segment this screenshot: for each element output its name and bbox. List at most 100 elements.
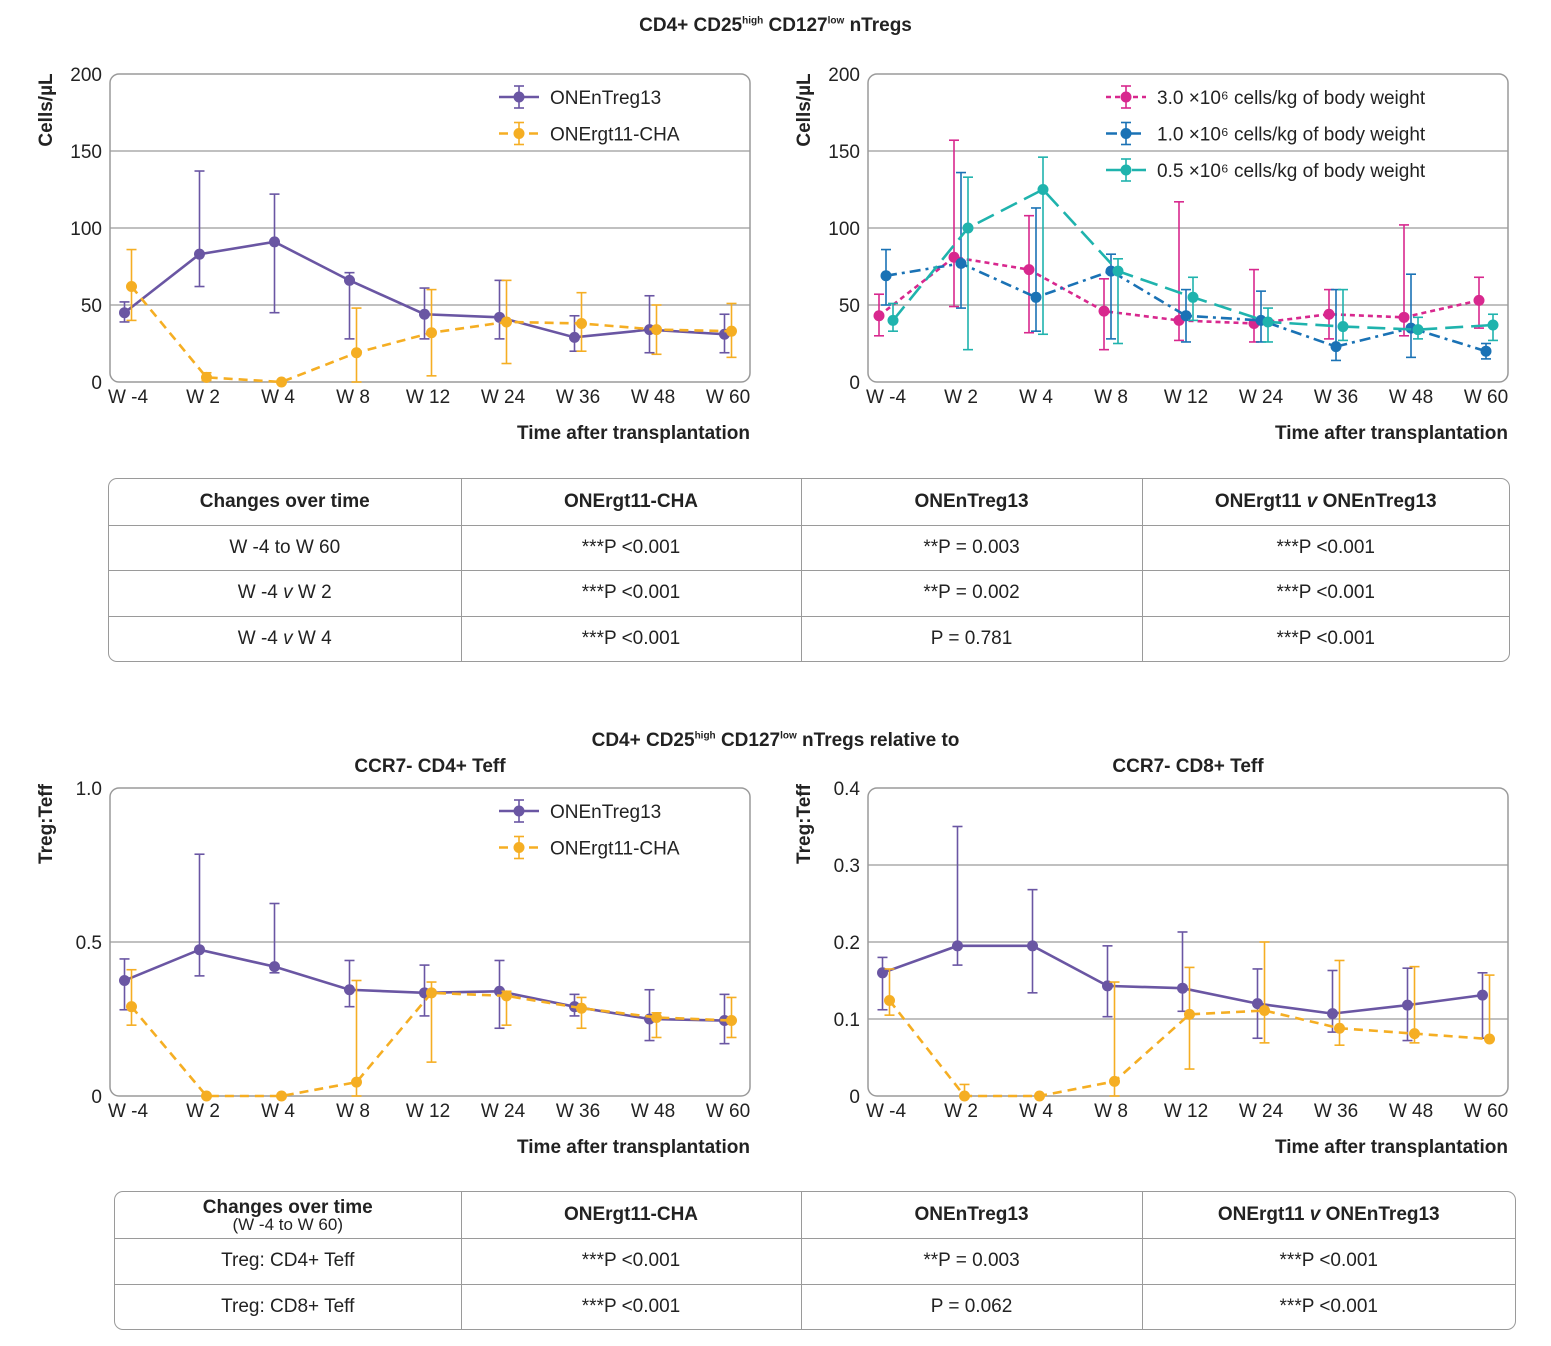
x-tick-label: W 4 xyxy=(261,1101,295,1122)
x-tick-label: W 4 xyxy=(261,387,295,408)
stats-table-2: Changes over time (W -4 to W 60) ONErgt11… xyxy=(114,1191,1516,1330)
x-tick-label: W 36 xyxy=(556,387,600,408)
y-tick-label: 0.1 xyxy=(834,1010,860,1031)
table2-header-onergt11: ONErgt11-CHA xyxy=(461,1192,802,1239)
data-point xyxy=(1102,980,1113,992)
legend-label: ONErgt11-CHA xyxy=(550,125,680,146)
x-tick-label: W 12 xyxy=(406,1101,450,1122)
table-cell: W -4 v W 4 xyxy=(109,616,462,661)
data-point xyxy=(126,1001,137,1013)
chart-4-title: CCR7- CD8+ Teff xyxy=(1112,756,1264,777)
table1-header-changes: Changes over time xyxy=(109,479,462,526)
chart-3-title: CCR7- CD4+ Teff xyxy=(354,756,506,777)
legend-label: 0.5 ×10⁶ cells/kg of body weight xyxy=(1157,161,1426,182)
legend-label: 3.0 ×10⁶ cells/kg of body weight xyxy=(1157,88,1426,109)
x-tick-label: W 24 xyxy=(481,1101,526,1122)
x-tick-label: W 8 xyxy=(336,387,370,408)
data-point xyxy=(1402,999,1413,1011)
data-point xyxy=(201,371,212,383)
data-point xyxy=(1184,1008,1195,1020)
table2-header-onentreg13: ONEnTreg13 xyxy=(801,1192,1143,1239)
data-point xyxy=(194,944,205,956)
legend-marker xyxy=(513,805,525,817)
legend-label: ONEnTreg13 xyxy=(550,802,661,823)
x-tick-label: W 60 xyxy=(706,387,750,408)
table-row: Treg: CD4+ Teff ***P <0.001 **P = 0.003 … xyxy=(115,1238,1515,1285)
data-point xyxy=(119,307,130,319)
x-tick-label: W 24 xyxy=(1239,387,1284,408)
series-line xyxy=(885,262,1487,353)
x-tick-label: W 4 xyxy=(1019,1101,1053,1122)
data-point xyxy=(576,317,587,329)
data-point xyxy=(877,967,888,979)
y-tick-label: 150 xyxy=(70,142,102,163)
data-point xyxy=(1409,1028,1420,1040)
data-point xyxy=(351,1076,362,1088)
table-cell: ***P <0.001 xyxy=(1142,525,1509,572)
x-tick-label: W 48 xyxy=(1389,387,1433,408)
x-tick-label: W 8 xyxy=(336,1101,370,1122)
x-tick-label: W 2 xyxy=(944,387,978,408)
x-tick-label: W 36 xyxy=(556,1101,600,1122)
data-point xyxy=(1398,311,1410,323)
data-point xyxy=(269,961,280,973)
data-point xyxy=(351,347,362,359)
data-point xyxy=(569,331,580,343)
data-point xyxy=(1180,310,1192,322)
x-tick-label: W 36 xyxy=(1314,1101,1358,1122)
x-tick-label: W 4 xyxy=(1019,387,1053,408)
data-point xyxy=(959,1090,970,1102)
x-tick-label: W -4 xyxy=(108,387,149,408)
y-tick-label: 0.4 xyxy=(834,779,861,800)
table2-header-subtext: (W -4 to W 60) xyxy=(232,1214,343,1234)
data-point xyxy=(1473,294,1485,306)
y-axis-label: Treg:Teff xyxy=(36,783,57,864)
plot-frame xyxy=(867,73,1509,383)
y-tick-label: 100 xyxy=(70,219,102,240)
x-tick-label: W 48 xyxy=(1389,1101,1433,1122)
data-point xyxy=(426,987,437,999)
x-axis-label: Time after transplantation xyxy=(517,1137,750,1158)
y-tick-label: 150 xyxy=(828,142,860,163)
y-tick-label: 0 xyxy=(849,373,860,394)
x-tick-label: W 48 xyxy=(631,1101,675,1122)
x-tick-label: W 60 xyxy=(1464,1101,1508,1122)
x-tick-label: W 24 xyxy=(1239,1101,1284,1122)
table-cell: ***P <0.001 xyxy=(461,525,802,572)
x-tick-label: W 12 xyxy=(1164,387,1208,408)
table-row: Treg: CD8+ Teff ***P <0.001 P = 0.062 **… xyxy=(115,1284,1515,1329)
legend-marker xyxy=(1120,128,1132,139)
table-cell: ***P <0.001 xyxy=(1279,1295,1378,1317)
data-point xyxy=(1477,989,1488,1001)
table-cell: P = 0.062 xyxy=(801,1284,1143,1329)
table2-header-changes-text: Changes over time xyxy=(202,1196,373,1218)
table-cell: ***P <0.001 xyxy=(461,1238,802,1285)
data-point xyxy=(952,940,963,952)
table-row: W -4 v W 4 ***P <0.001 P = 0.781 ***P <0… xyxy=(109,616,1509,661)
legend-marker xyxy=(1120,91,1132,103)
series-line xyxy=(130,991,732,1098)
plot-frame xyxy=(109,787,751,1097)
data-point xyxy=(1334,1022,1345,1034)
stats-table-1: Changes over time ONErgt11-CHA ONEnTreg1… xyxy=(108,478,1510,662)
plot-frame xyxy=(109,73,751,383)
data-point xyxy=(884,995,895,1007)
x-tick-label: W -4 xyxy=(866,387,907,408)
table2-header-changes: Changes over time (W -4 to W 60) xyxy=(115,1192,462,1239)
table1-header-comparison-text: ONErgt11 v ONEnTreg13 xyxy=(1214,490,1437,512)
y-axis-label: Treg:Teff xyxy=(794,783,815,864)
data-point xyxy=(344,274,355,286)
data-point xyxy=(873,310,885,322)
data-point xyxy=(880,270,892,282)
y-tick-label: 0.5 xyxy=(76,933,102,954)
table-cell: ***P <0.001 xyxy=(1142,1238,1515,1285)
legend-label: ONErgt11-CHA xyxy=(550,839,680,860)
x-axis-label: Time after transplantation xyxy=(1275,423,1508,444)
table-row: W -4 v W 2 ***P <0.001 **P = 0.002 ***P … xyxy=(109,570,1509,617)
data-point xyxy=(1030,291,1042,303)
data-point xyxy=(1177,982,1188,994)
data-point xyxy=(1098,305,1110,317)
data-point xyxy=(955,257,967,269)
x-tick-label: W 8 xyxy=(1094,387,1128,408)
table-cell: Treg: CD8+ Teff xyxy=(115,1284,462,1329)
